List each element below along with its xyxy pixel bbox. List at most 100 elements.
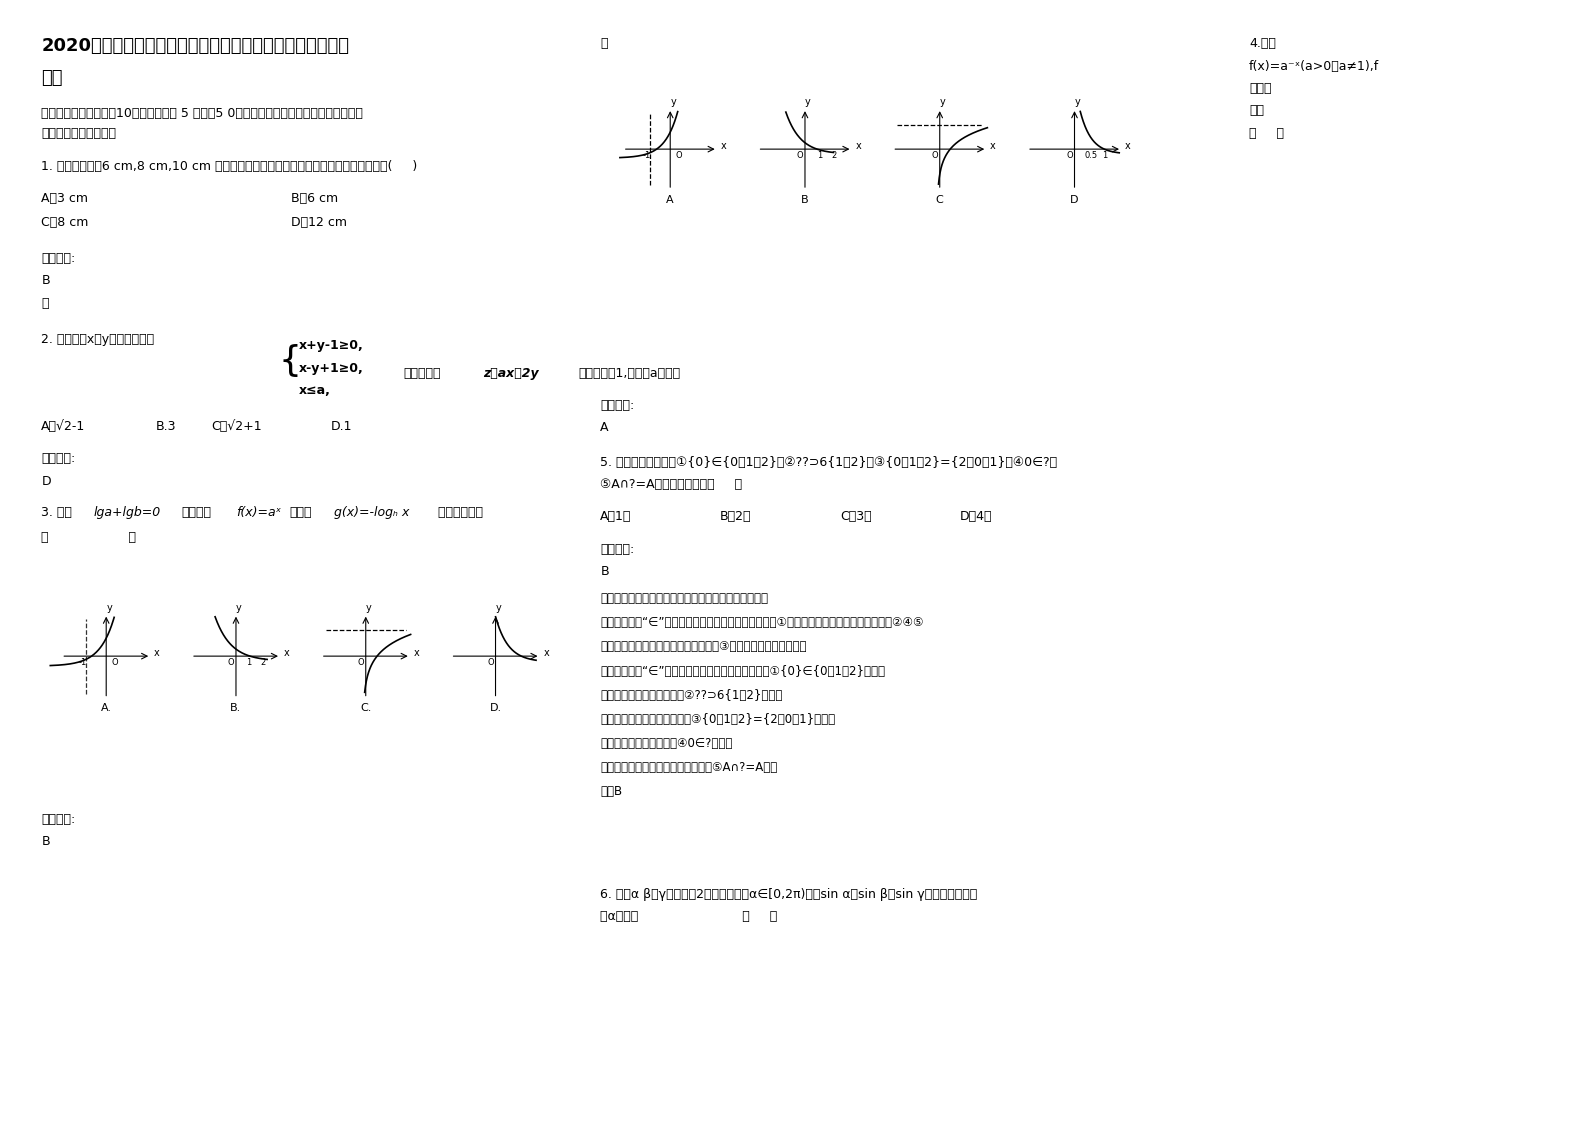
Text: x: x <box>990 141 997 151</box>
Text: x: x <box>1125 141 1130 151</box>
Text: C.: C. <box>360 703 371 714</box>
Text: 2. 已知实数x，y满足不等式组: 2. 已知实数x，y满足不等式组 <box>41 333 154 346</box>
Text: C．8 cm: C．8 cm <box>41 217 89 229</box>
Text: 参考答案:: 参考答案: <box>600 543 635 557</box>
Text: 空集是任一集合的子集，故②??⊃6{1，2}正确；: 空集是任一集合的子集，故②??⊃6{1，2}正确； <box>600 689 782 701</box>
Text: z＝ax－2y: z＝ax－2y <box>484 367 540 380</box>
Text: x: x <box>720 141 727 151</box>
Text: 是一个符合题目要求的: 是一个符合题目要求的 <box>41 127 116 140</box>
Text: lga+lgb=0: lga+lgb=0 <box>94 506 160 519</box>
Text: 略: 略 <box>41 297 49 310</box>
Text: 大致: 大致 <box>1249 104 1265 118</box>
Text: y: y <box>495 603 501 613</box>
Text: 0.5: 0.5 <box>1084 151 1098 160</box>
Text: A: A <box>600 421 609 434</box>
Text: y: y <box>805 98 811 108</box>
Text: 参考答案:: 参考答案: <box>41 252 76 265</box>
Text: 参考答案:: 参考答案: <box>600 398 635 412</box>
Text: （     ）: （ ） <box>1249 127 1284 140</box>
Text: D.1: D.1 <box>330 420 352 433</box>
Text: y: y <box>106 603 113 613</box>
Text: x≤a,: x≤a, <box>298 384 330 397</box>
Text: 的正误；根据合元素的无序性，可判断③的对错，进而得到答案。: 的正误；根据合元素的无序性，可判断③的对错，进而得到答案。 <box>600 641 806 653</box>
Text: g(x)=-logₕ x: g(x)=-logₕ x <box>333 506 409 519</box>
Text: y: y <box>940 98 946 108</box>
Text: 参考答案:: 参考答案: <box>41 812 76 826</box>
Text: 故选B: 故选B <box>600 785 622 798</box>
Text: {: { <box>279 343 302 378</box>
Text: A: A <box>667 195 674 205</box>
Text: O: O <box>932 151 938 160</box>
Text: 1. 把直径分别为6 cm,8 cm,10 cm 的三个铁球燕成一个大铁球，则这个大铁球的半径为(     ): 1. 把直径分别为6 cm,8 cm,10 cm 的三个铁球燕成一个大铁球，则这… <box>41 160 417 173</box>
Text: A.: A. <box>100 703 111 714</box>
Text: 一、选择题：本大题入10小题，每小题 5 分，共5 0分。在每小题给出的四个选项中，只有: 一、选择题：本大题入10小题，每小题 5 分，共5 0分。在每小题给出的四个选项… <box>41 107 363 120</box>
Text: B.3: B.3 <box>156 420 176 433</box>
Text: y: y <box>670 98 676 108</box>
Text: D．4个: D．4个 <box>960 509 992 523</box>
Text: O: O <box>229 659 235 668</box>
Text: O: O <box>1066 151 1073 160</box>
Text: x-y+1≥0,: x-y+1≥0, <box>298 361 363 375</box>
Text: O: O <box>357 659 365 668</box>
Text: x: x <box>855 141 862 151</box>
Text: x: x <box>154 649 160 659</box>
Text: O: O <box>487 659 494 668</box>
Text: 空集不包含任何元素，故④0∈?错误；: 空集不包含任何元素，故④0∈?错误； <box>600 737 733 749</box>
Text: 【解答】解：“∈”用于表示集合与元素的关系，故：①{0}∈{0，1，2}错误；: 【解答】解：“∈”用于表示集合与元素的关系，故：①{0}∈{0，1，2}错误； <box>600 664 886 678</box>
Text: f(x)=a⁻ˣ(a>0且a≠1),f: f(x)=a⁻ˣ(a>0且a≠1),f <box>1249 59 1379 73</box>
Text: x: x <box>543 649 549 659</box>
Text: C: C <box>936 195 944 205</box>
Text: 【分析】根据“∈”用于表示集合与元素的关系，可判断①的真假；根据空集的性质，可判断②④⑤: 【分析】根据“∈”用于表示集合与元素的关系，可判断①的真假；根据空集的性质，可判… <box>600 616 924 629</box>
Text: y: y <box>236 603 241 613</box>
Text: A．3 cm: A．3 cm <box>41 192 89 204</box>
Text: 则α的値为                          （     ）: 则α的値为 （ ） <box>600 910 778 923</box>
Text: 5. 以下五个写法中：①{0}∈{0，1，2}；②??⊃6{1，2}；③{0，1，2}={2，0，1}；④0∈?；: 5. 以下五个写法中：①{0}∈{0，1，2}；②??⊃6{1，2}；③{0，1… <box>600 456 1057 469</box>
Text: 与函数: 与函数 <box>289 506 311 519</box>
Text: 2: 2 <box>832 151 836 160</box>
Text: 的图象: 的图象 <box>1249 82 1271 95</box>
Text: ⑤A∩?=A，正确的个数有（     ）: ⑤A∩?=A，正确的个数有（ ） <box>600 478 743 491</box>
Text: 1: 1 <box>817 151 822 160</box>
Text: x: x <box>414 649 419 659</box>
Text: f(x)=aˣ: f(x)=aˣ <box>236 506 281 519</box>
Text: ，则函数: ，则函数 <box>181 506 211 519</box>
Text: 解析: 解析 <box>41 68 63 86</box>
Text: 的图象可能是: 的图象可能是 <box>433 506 482 519</box>
Text: 的最大値为1,则实数a的値是: 的最大値为1,则实数a的値是 <box>578 367 681 380</box>
Text: 1: 1 <box>1103 151 1108 160</box>
Text: 空集与任一集合的交集均为空集，故⑤A∩?=A错误: 空集与任一集合的交集均为空集，故⑤A∩?=A错误 <box>600 761 778 774</box>
Text: 4.已知: 4.已知 <box>1249 37 1276 50</box>
Text: D: D <box>41 475 51 488</box>
Text: x+y-1≥0,: x+y-1≥0, <box>298 339 363 352</box>
Text: x: x <box>284 649 290 659</box>
Text: B.: B. <box>230 703 241 714</box>
Text: 3. 已知: 3. 已知 <box>41 506 71 519</box>
Text: B: B <box>41 835 49 848</box>
Text: 略: 略 <box>600 37 608 50</box>
Text: 2020年湖南省永州市龚家坪镇第一中学高一数学文测试题含: 2020年湖南省永州市龚家坪镇第一中学高一数学文测试题含 <box>41 37 349 55</box>
Text: O: O <box>111 659 117 668</box>
Text: 若目标函数: 若目标函数 <box>403 367 441 380</box>
Text: y: y <box>367 603 371 613</box>
Text: B: B <box>600 565 609 579</box>
Text: B．2个: B．2个 <box>720 509 752 523</box>
Text: 【考点】子集与交集、并集运算的转换：集合的相等。: 【考点】子集与交集、并集运算的转换：集合的相等。 <box>600 592 768 606</box>
Text: -1: -1 <box>78 659 86 668</box>
Text: y: y <box>1074 98 1081 108</box>
Text: 参考答案:: 参考答案: <box>41 452 76 466</box>
Text: O: O <box>797 151 803 160</box>
Text: 根据集合元素的无序性，可得③{0，1，2}={2，0，1}正确；: 根据集合元素的无序性，可得③{0，1，2}={2，0，1}正确； <box>600 712 835 726</box>
Text: （                    ）: （ ） <box>41 531 136 544</box>
Text: 6. 已知α β，γ成公比为2的等比数列，α∈[0,2π)，且sin α，sin β，sin γ也成等比数列，: 6. 已知α β，γ成公比为2的等比数列，α∈[0,2π)，且sin α，sin… <box>600 888 978 901</box>
Text: C．√2+1: C．√2+1 <box>211 420 262 433</box>
Text: D: D <box>1070 195 1079 205</box>
Text: 1: 1 <box>246 659 252 668</box>
Text: C．3个: C．3个 <box>840 509 871 523</box>
Text: D．12 cm: D．12 cm <box>290 217 348 229</box>
Text: O: O <box>674 151 682 160</box>
Text: A．1个: A．1个 <box>600 509 632 523</box>
Text: 2: 2 <box>260 659 265 668</box>
Text: B: B <box>41 275 49 287</box>
Text: -1: -1 <box>643 151 651 160</box>
Text: B．6 cm: B．6 cm <box>290 192 338 204</box>
